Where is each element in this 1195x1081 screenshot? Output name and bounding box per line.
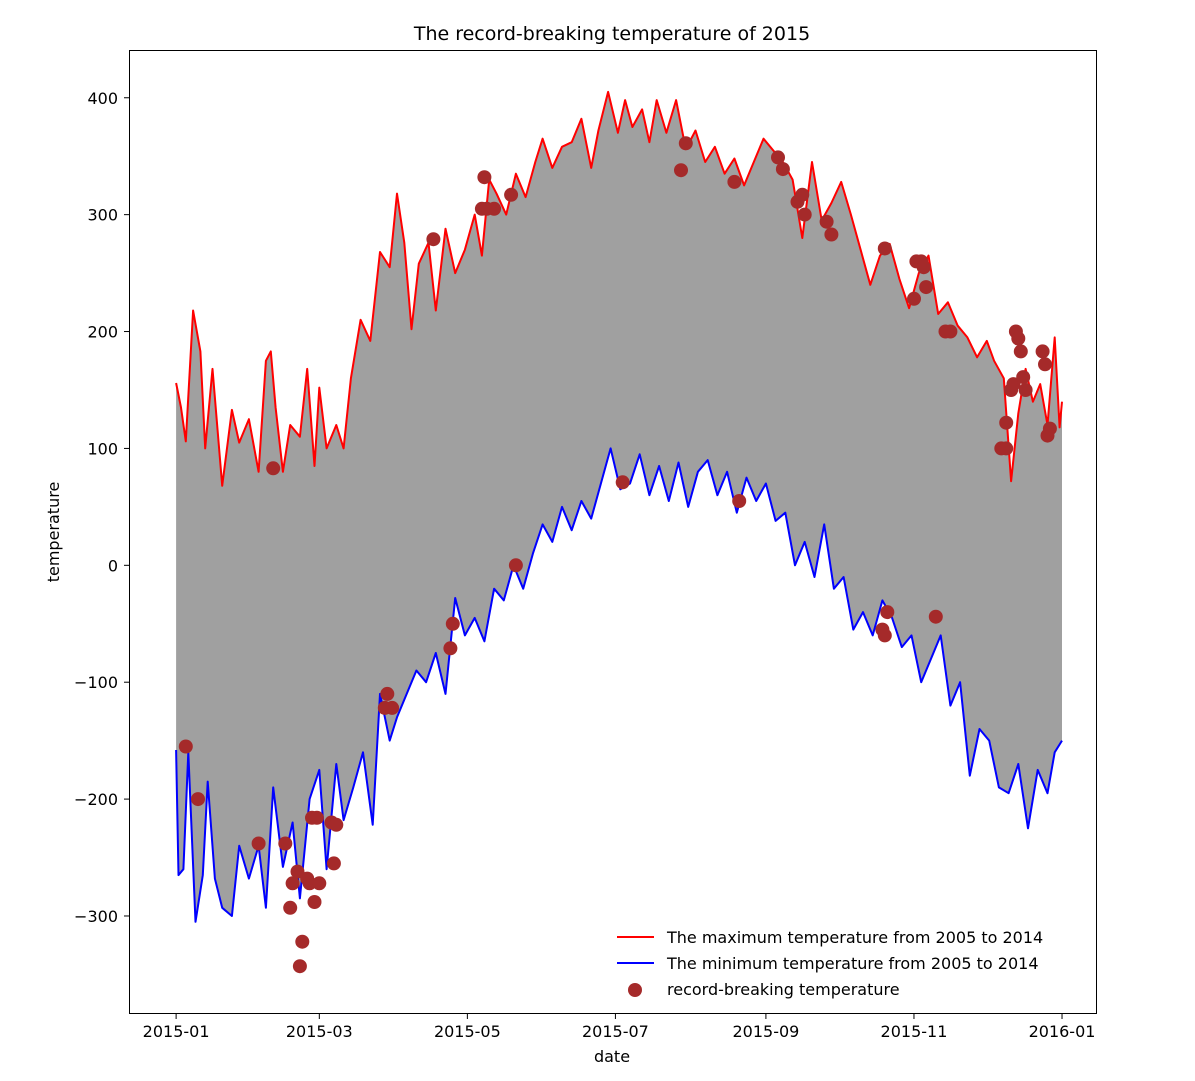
record-point bbox=[1018, 383, 1033, 397]
y-tick-label: 200 bbox=[87, 323, 118, 342]
y-tick-label: 0 bbox=[108, 556, 118, 575]
y-tick-label: 400 bbox=[87, 89, 118, 108]
record-point bbox=[307, 895, 322, 909]
y-tick-label: 100 bbox=[87, 439, 118, 458]
record-point bbox=[278, 836, 293, 851]
min-temperature-line bbox=[175, 447, 1063, 923]
y-tick-label: −300 bbox=[74, 907, 118, 926]
record-point bbox=[916, 260, 931, 275]
record-point bbox=[285, 876, 300, 891]
record-point bbox=[295, 934, 310, 949]
record-point bbox=[1006, 377, 1021, 392]
chart-title: The record-breaking temperature of 2015 bbox=[413, 23, 810, 45]
x-tick-label: 2016-01 bbox=[1029, 1022, 1096, 1041]
record-point bbox=[1035, 344, 1050, 359]
record-point bbox=[999, 441, 1014, 456]
record-point bbox=[309, 810, 324, 825]
legend-entry-max-label: The maximum temperature from 2005 to 201… bbox=[666, 928, 1043, 947]
x-tick-label: 2015-09 bbox=[732, 1022, 799, 1041]
legend-entry-record-swatch bbox=[628, 983, 642, 997]
record-point bbox=[312, 876, 327, 891]
record-point bbox=[797, 207, 812, 222]
x-axis-label: date bbox=[594, 1047, 630, 1066]
x-tick-label: 2015-03 bbox=[286, 1022, 353, 1041]
record-point bbox=[775, 162, 790, 177]
plot-frame bbox=[129, 50, 1097, 1014]
legend-entry-min-label: The minimum temperature from 2005 to 201… bbox=[666, 954, 1039, 973]
y-axis-label: temperature bbox=[44, 482, 63, 583]
record-point bbox=[266, 461, 281, 476]
record-point bbox=[380, 686, 395, 701]
record-point bbox=[302, 876, 317, 891]
x-tick-label: 2015-07 bbox=[582, 1022, 649, 1041]
record-points-layer bbox=[178, 136, 1057, 974]
record-point bbox=[727, 174, 742, 189]
record-point bbox=[445, 616, 460, 631]
record-point bbox=[877, 628, 892, 643]
legend: The maximum temperature from 2005 to 201… bbox=[617, 928, 1043, 999]
record-point bbox=[771, 150, 785, 165]
record-point bbox=[928, 609, 943, 624]
record-point bbox=[615, 475, 630, 490]
record-point bbox=[1013, 344, 1028, 359]
record-point bbox=[385, 700, 400, 715]
record-point bbox=[678, 136, 693, 151]
record-point bbox=[819, 214, 834, 229]
record-point bbox=[290, 864, 305, 879]
record-point bbox=[329, 817, 344, 832]
record-point bbox=[919, 280, 934, 295]
record-point bbox=[504, 187, 519, 202]
record-point bbox=[477, 170, 492, 185]
x-axis: 2015-01 2015-03 2015-05 2015-07 2015-09 2015-… bbox=[143, 1013, 1096, 1041]
record-point bbox=[1016, 370, 1031, 385]
record-point bbox=[674, 163, 688, 178]
y-axis: −300 −200 −100 0 100 200 300 400 bbox=[74, 89, 130, 926]
record-point bbox=[326, 856, 341, 871]
record-point bbox=[1042, 421, 1057, 436]
legend-entry-record-label: record-breaking temperature bbox=[667, 980, 900, 999]
record-point bbox=[251, 836, 266, 851]
record-point bbox=[880, 605, 895, 620]
y-tick-label: −100 bbox=[74, 673, 118, 692]
record-point bbox=[999, 415, 1014, 430]
record-point bbox=[732, 494, 747, 508]
x-tick-label: 2015-01 bbox=[143, 1022, 210, 1041]
record-point bbox=[877, 241, 892, 256]
record-point bbox=[795, 187, 810, 202]
record-point bbox=[443, 641, 458, 656]
x-tick-label: 2015-05 bbox=[434, 1022, 501, 1041]
record-point bbox=[1011, 331, 1026, 346]
record-point bbox=[191, 792, 205, 807]
record-point bbox=[283, 900, 298, 915]
record-point bbox=[487, 201, 502, 216]
x-tick-label: 2015-11 bbox=[881, 1022, 948, 1041]
record-point bbox=[824, 227, 839, 242]
record-point bbox=[178, 739, 193, 754]
record-point bbox=[943, 324, 958, 339]
y-tick-label: −200 bbox=[74, 790, 118, 809]
record-point bbox=[426, 232, 441, 247]
record-point bbox=[508, 558, 523, 573]
record-point bbox=[907, 291, 921, 306]
y-tick-label: 300 bbox=[87, 206, 118, 225]
record-point bbox=[292, 959, 307, 974]
record-point bbox=[1038, 357, 1052, 372]
